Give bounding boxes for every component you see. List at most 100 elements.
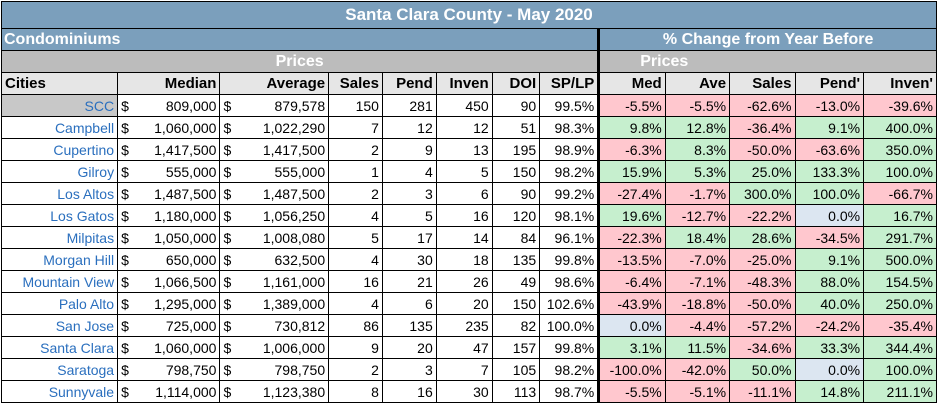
cell-pend[interactable]: 16 bbox=[381, 380, 437, 403]
cell-splp[interactable]: 98.3% bbox=[539, 116, 600, 139]
sheet-title[interactable]: Santa Clara County - May 2020 bbox=[1, 1, 937, 29]
cell-inven[interactable]: 47 bbox=[435, 336, 493, 359]
cell-ave[interactable]: -42.0% bbox=[664, 358, 731, 381]
cell-pend[interactable]: 30 bbox=[381, 248, 437, 271]
cell-sales[interactable]: 8 bbox=[328, 380, 383, 403]
cell-average[interactable]: $1,161,000 bbox=[219, 270, 330, 293]
header-ave-pct[interactable]: Ave bbox=[664, 72, 731, 95]
cell-med[interactable]: 19.6% bbox=[597, 204, 666, 227]
cell-median[interactable]: $1,066,500 bbox=[117, 270, 221, 293]
cell-ave[interactable]: 18.4% bbox=[664, 226, 731, 249]
cell-sales-pct[interactable]: -62.6% bbox=[729, 94, 796, 117]
cell-sales-pct[interactable]: -11.1% bbox=[729, 380, 796, 403]
cell-city[interactable]: Mountain View bbox=[0, 270, 119, 293]
cell-pend[interactable]: 281 bbox=[381, 94, 437, 117]
cell-doi[interactable]: 84 bbox=[491, 226, 541, 249]
cell-med[interactable]: -100.0% bbox=[597, 358, 666, 381]
cell-med[interactable]: 3.1% bbox=[597, 336, 666, 359]
cell-inven-pct[interactable]: 16.7% bbox=[863, 204, 937, 227]
cell-median[interactable]: $1,050,000 bbox=[117, 226, 221, 249]
cell-city[interactable]: Campbell bbox=[0, 116, 119, 139]
cell-ave[interactable]: -18.8% bbox=[664, 292, 731, 315]
cell-pend[interactable]: 4 bbox=[381, 160, 437, 183]
cell-sales-pct[interactable]: -25.0% bbox=[729, 248, 796, 271]
cell-doi[interactable]: 51 bbox=[491, 116, 541, 139]
cell-inven[interactable]: 30 bbox=[435, 380, 493, 403]
cell-sales-pct[interactable]: -34.6% bbox=[729, 336, 796, 359]
cell-pend-pct[interactable]: 9.1% bbox=[794, 248, 865, 271]
cell-average[interactable]: $1,056,250 bbox=[219, 204, 330, 227]
cell-doi[interactable]: 150 bbox=[491, 292, 541, 315]
cell-ave[interactable]: -7.0% bbox=[664, 248, 731, 271]
cell-inven[interactable]: 6 bbox=[435, 182, 493, 205]
cell-inven-pct[interactable]: 100.0% bbox=[863, 358, 937, 381]
cell-inven-pct[interactable]: -66.7% bbox=[863, 182, 937, 205]
cell-average[interactable]: $555,000 bbox=[219, 160, 330, 183]
cell-sales-pct[interactable]: 28.6% bbox=[729, 226, 796, 249]
cell-inven[interactable]: 7 bbox=[435, 358, 493, 381]
cell-sales-pct[interactable]: -50.0% bbox=[729, 138, 796, 161]
cell-median[interactable]: $809,000 bbox=[117, 94, 221, 117]
cell-average[interactable]: $1,417,500 bbox=[219, 138, 330, 161]
cell-sales[interactable]: 1 bbox=[328, 160, 383, 183]
header-pend-pct[interactable]: Pend' bbox=[794, 72, 865, 95]
cell-sales-pct[interactable]: 300.0% bbox=[729, 182, 796, 205]
cell-splp[interactable]: 98.7% bbox=[539, 380, 600, 403]
cell-inven[interactable]: 20 bbox=[435, 292, 493, 315]
cell-inven[interactable]: 12 bbox=[435, 116, 493, 139]
cell-city[interactable]: Cupertino bbox=[0, 138, 119, 161]
cell-sales[interactable]: 5 bbox=[328, 226, 383, 249]
cell-doi[interactable]: 90 bbox=[491, 182, 541, 205]
cell-splp[interactable]: 98.2% bbox=[539, 160, 600, 183]
section-condominiums[interactable]: Condominiums bbox=[0, 28, 600, 51]
cell-doi[interactable]: 49 bbox=[491, 270, 541, 293]
cell-doi[interactable]: 157 bbox=[491, 336, 541, 359]
cell-sales[interactable]: 16 bbox=[328, 270, 383, 293]
cell-city[interactable]: Morgan Hill bbox=[0, 248, 119, 271]
cell-pend-pct[interactable]: -13.0% bbox=[794, 94, 865, 117]
cell-city[interactable]: San Jose bbox=[0, 314, 119, 337]
cell-inven-pct[interactable]: 250.0% bbox=[863, 292, 937, 315]
cell-pend-pct[interactable]: 133.3% bbox=[794, 160, 865, 183]
cell-med[interactable]: -43.9% bbox=[597, 292, 666, 315]
cell-sales[interactable]: 4 bbox=[328, 248, 383, 271]
cell-med[interactable]: -13.5% bbox=[597, 248, 666, 271]
cell-median[interactable]: $1,295,000 bbox=[117, 292, 221, 315]
cell-med[interactable]: -27.4% bbox=[597, 182, 666, 205]
cell-doi[interactable]: 82 bbox=[491, 314, 541, 337]
cell-median[interactable]: $725,000 bbox=[117, 314, 221, 337]
cell-inven[interactable]: 18 bbox=[435, 248, 493, 271]
cell-ave[interactable]: 8.3% bbox=[664, 138, 731, 161]
cell-sales-pct[interactable]: -57.2% bbox=[729, 314, 796, 337]
cell-median[interactable]: $1,060,000 bbox=[117, 336, 221, 359]
prices-label-right[interactable]: Prices bbox=[597, 50, 937, 73]
cell-pend[interactable]: 20 bbox=[381, 336, 437, 359]
cell-average[interactable]: $1,006,000 bbox=[219, 336, 330, 359]
cell-pend-pct[interactable]: 100.0% bbox=[794, 182, 865, 205]
cell-pend[interactable]: 5 bbox=[381, 204, 437, 227]
cell-med[interactable]: 15.9% bbox=[597, 160, 666, 183]
cell-sales[interactable]: 2 bbox=[328, 138, 383, 161]
cell-doi[interactable]: 105 bbox=[491, 358, 541, 381]
cell-inven-pct[interactable]: -39.6% bbox=[863, 94, 937, 117]
cell-median[interactable]: $1,114,000 bbox=[117, 380, 221, 403]
cell-median[interactable]: $650,000 bbox=[117, 248, 221, 271]
cell-doi[interactable]: 195 bbox=[491, 138, 541, 161]
cell-med[interactable]: -5.5% bbox=[597, 94, 666, 117]
cell-inven-pct[interactable]: 400.0% bbox=[863, 116, 937, 139]
cell-inven[interactable]: 26 bbox=[435, 270, 493, 293]
cell-inven[interactable]: 450 bbox=[435, 94, 493, 117]
cell-city[interactable]: Santa Clara bbox=[0, 336, 119, 359]
cell-sales[interactable]: 2 bbox=[328, 182, 383, 205]
cell-splp[interactable]: 102.6% bbox=[539, 292, 600, 315]
cell-city[interactable]: Milpitas bbox=[0, 226, 119, 249]
cell-pend[interactable]: 21 bbox=[381, 270, 437, 293]
cell-med[interactable]: -6.3% bbox=[597, 138, 666, 161]
cell-pend-pct[interactable]: 9.1% bbox=[794, 116, 865, 139]
header-sales[interactable]: Sales bbox=[328, 72, 383, 95]
cell-pend-pct[interactable]: 0.0% bbox=[794, 358, 865, 381]
cell-med[interactable]: 0.0% bbox=[597, 314, 666, 337]
cell-sales-pct[interactable]: -50.0% bbox=[729, 292, 796, 315]
cell-pend-pct[interactable]: -34.5% bbox=[794, 226, 865, 249]
cell-sales-pct[interactable]: -36.4% bbox=[729, 116, 796, 139]
